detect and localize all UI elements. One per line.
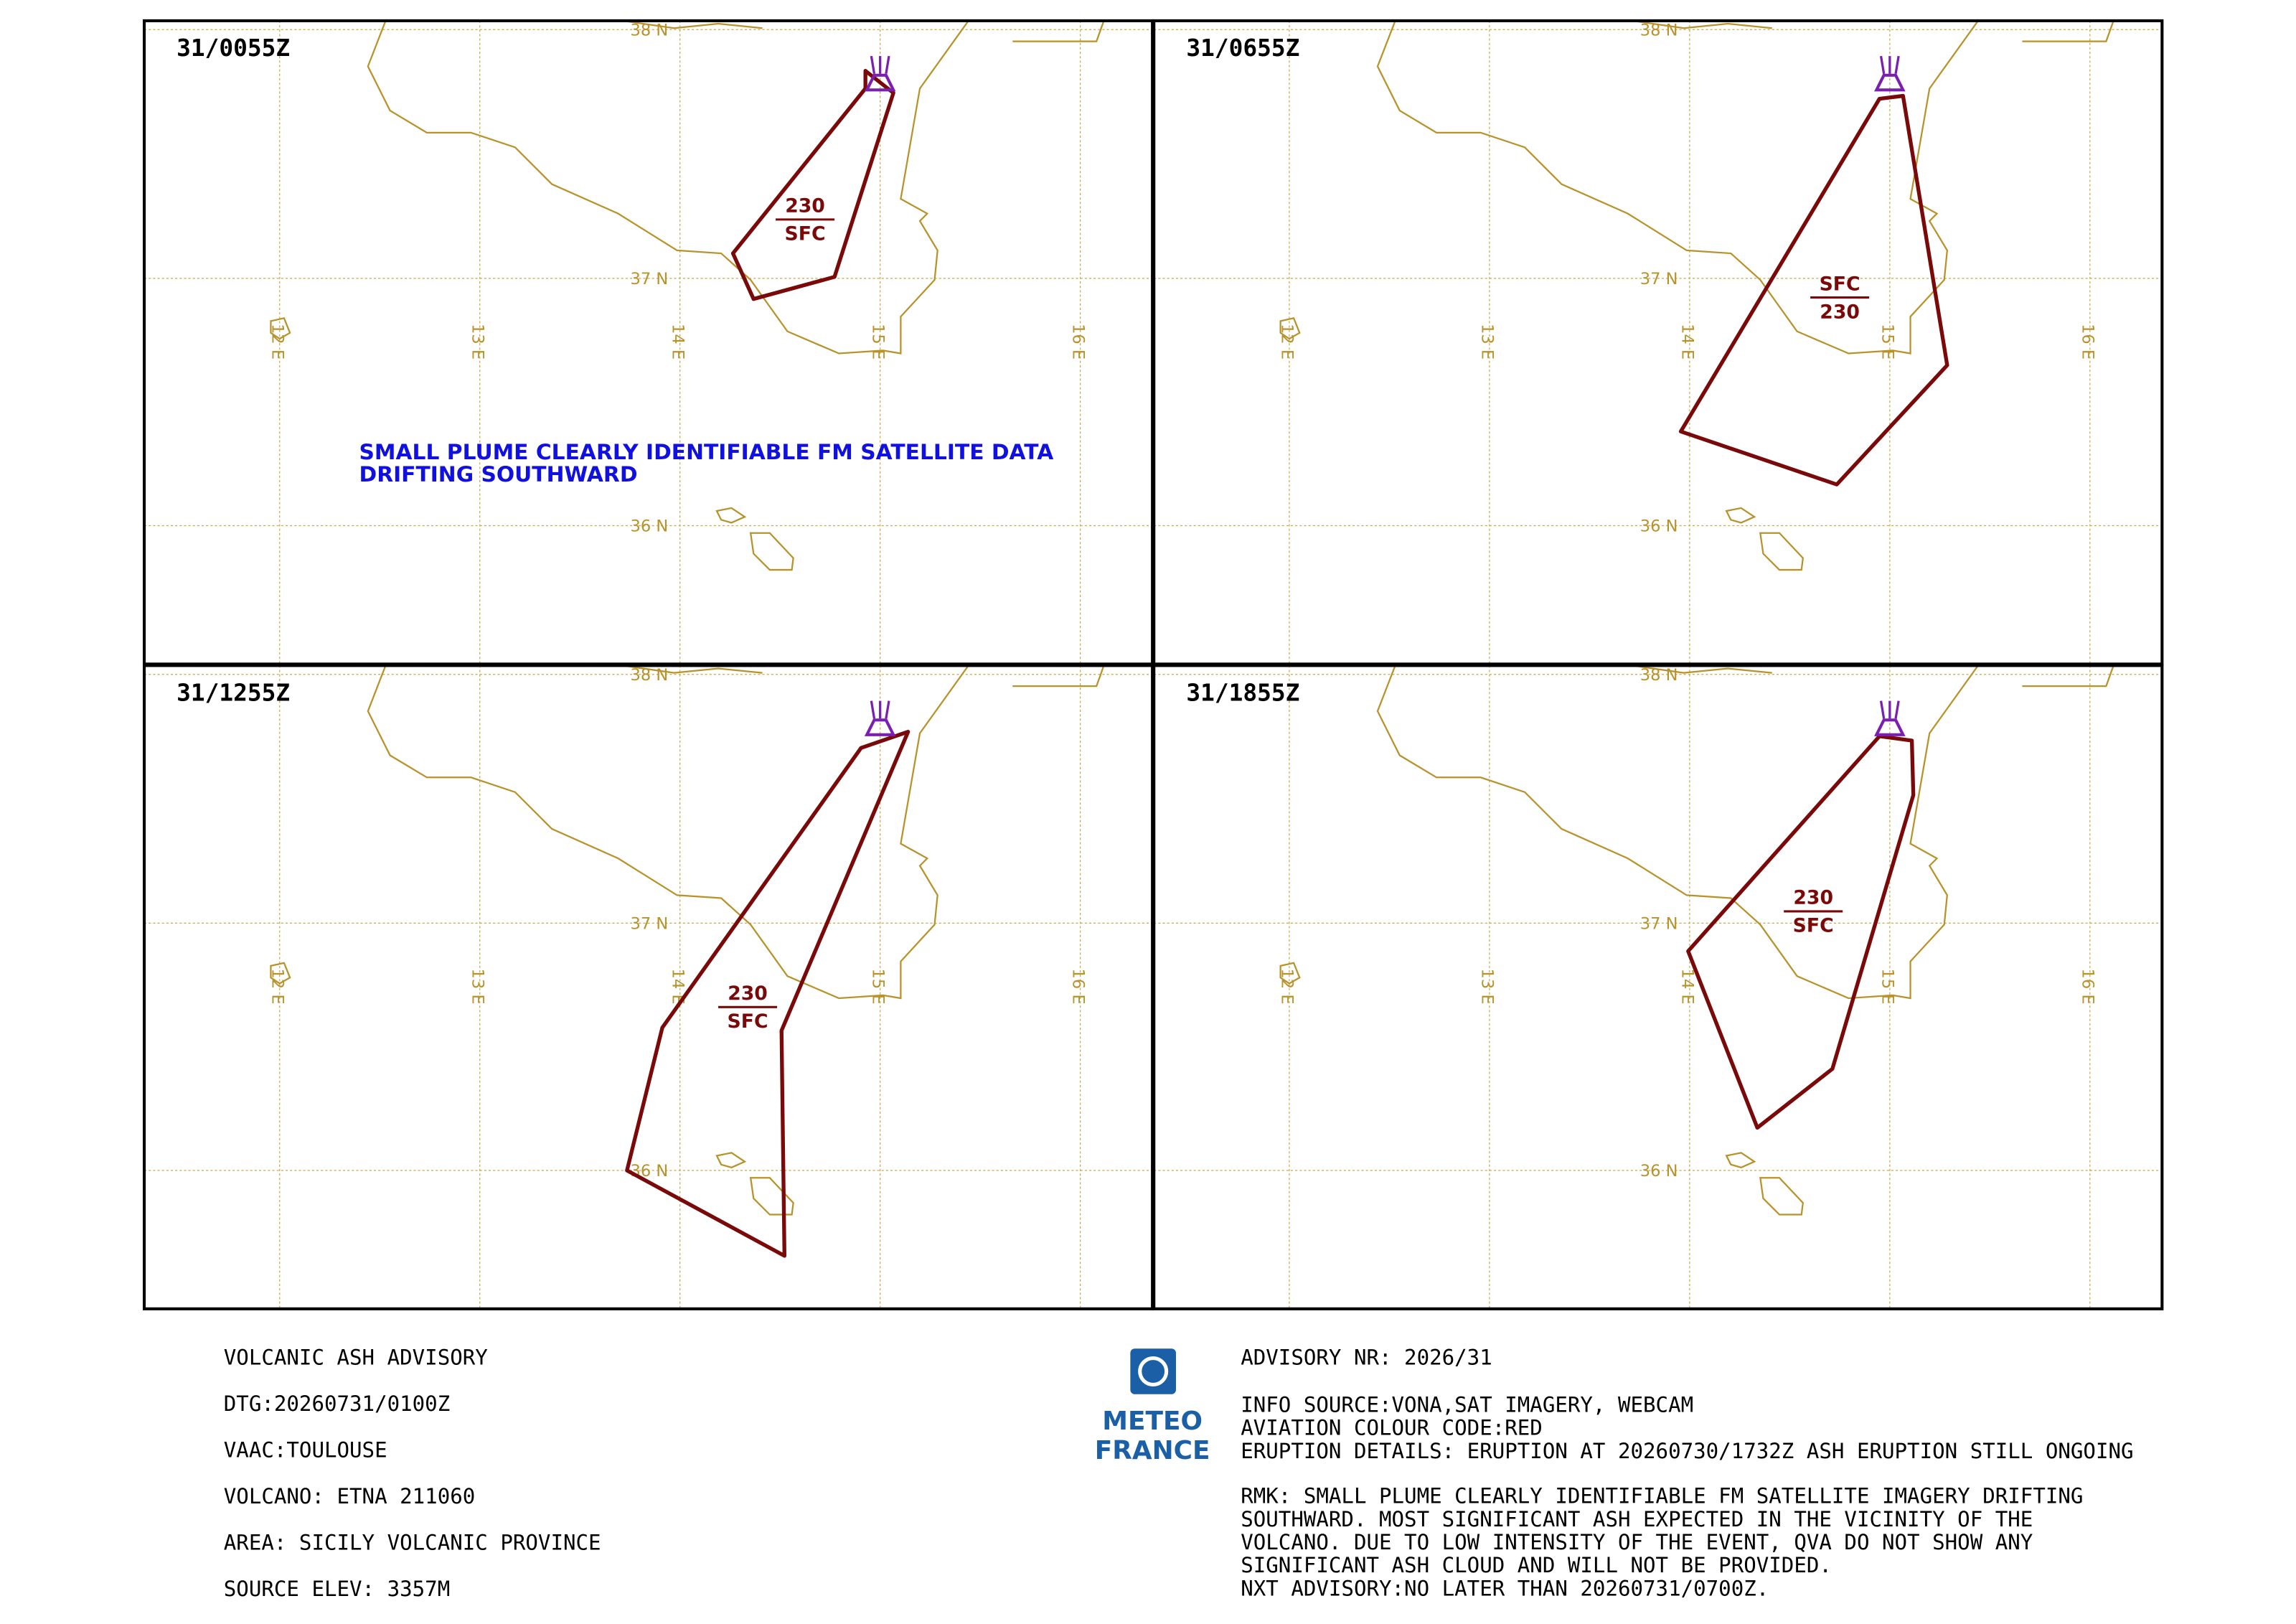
- lon-label: 16 E: [1068, 969, 1087, 1005]
- advisory-line: DTG:20260731/0100Z: [224, 1391, 450, 1416]
- lon-label: 15 E: [868, 324, 887, 360]
- panel-time: 31/1255Z: [177, 680, 290, 707]
- advisory-line: INFO SOURCE:VONA,SAT IMAGERY, WEBCAM: [1241, 1392, 1693, 1417]
- flight-level-upper: SFC: [1820, 273, 1860, 295]
- lat-label: 37 N: [1640, 915, 1678, 934]
- coastline: [1279, 20, 2114, 571]
- logo-mark: [1130, 1348, 1176, 1394]
- lon-label: 16 E: [2079, 969, 2097, 1005]
- lat-label: 36 N: [631, 1162, 669, 1181]
- volcano-cone: [864, 718, 896, 736]
- logo-symbol: [1138, 1356, 1169, 1387]
- coastline: [1279, 665, 2114, 1216]
- advisory-line: AVIATION COLOUR CODE:RED: [1241, 1416, 1543, 1440]
- advisory-line: SIGNIFICANT ASH CLOUD AND WILL NOT BE PR…: [1241, 1553, 1832, 1577]
- panel-note: DRIFTING SOUTHWARD: [359, 462, 638, 487]
- ash-plume: [1678, 93, 1949, 487]
- volcano-cone: [864, 73, 896, 92]
- ash-plume: [730, 69, 895, 301]
- lon-label: 13 E: [468, 324, 486, 360]
- lon-label: 14 E: [1678, 969, 1697, 1005]
- lat-label: 36 N: [1640, 1162, 1678, 1181]
- advisory-line: ADVISORY NR: 2026/31: [1241, 1346, 1492, 1370]
- panel-border: [142, 19, 1154, 666]
- advisory-line: NXT ADVISORY:NO LATER THAN 20260731/0700…: [1241, 1576, 1769, 1600]
- lon-label: 14 E: [668, 324, 687, 360]
- lat-label: 37 N: [631, 915, 669, 934]
- logo-text: FRANCE: [1095, 1436, 1210, 1465]
- lat-label: 36 N: [631, 517, 669, 536]
- panel-time: 31/0055Z: [177, 34, 290, 62]
- panel-note: SMALL PLUME CLEARLY IDENTIFIABLE FM SATE…: [359, 440, 1054, 465]
- lon-label: 13 E: [468, 969, 486, 1005]
- volcano-cone: [1874, 73, 1906, 92]
- lon-label: 13 E: [1478, 324, 1497, 360]
- lon-label: 15 E: [1878, 969, 1897, 1005]
- panel-border: [1152, 664, 2164, 1310]
- map-content: 12 E 13 E 14 E 15 E 16 E38 N37 N36 N230SFCSM…: [144, 20, 1153, 665]
- lon-label: 14 E: [1678, 324, 1697, 360]
- coastline: [270, 20, 1105, 571]
- advisory-line: AREA: SICILY VOLCANIC PROVINCE: [224, 1530, 601, 1554]
- panel-time: 31/1855Z: [1186, 680, 1299, 707]
- panel-border: [142, 664, 1154, 1310]
- volcano-plume-lines: [870, 700, 890, 719]
- ash-plume: [1686, 734, 1916, 1130]
- lat-label: 37 N: [1640, 270, 1678, 288]
- advisory-line: RMK: SMALL PLUME CLEARLY IDENTIFIABLE FM…: [1241, 1484, 2083, 1508]
- lon-label: 15 E: [1878, 324, 1897, 360]
- advisory-line: VOLCANO: ETNA 211060: [224, 1484, 476, 1508]
- panel-border: [1152, 19, 2164, 666]
- lon-label: 13 E: [1478, 969, 1497, 1005]
- flight-level-upper: 230: [728, 982, 768, 1005]
- volcano-icon: [1874, 700, 1906, 736]
- logo-text: METEO: [1102, 1407, 1203, 1436]
- panel-time: 31/0655Z: [1186, 34, 1299, 62]
- volcano-icon: [1874, 55, 1906, 92]
- flight-level-upper: 230: [1793, 887, 1833, 909]
- lon-label: 15 E: [868, 969, 887, 1005]
- volcano-icon: [864, 700, 896, 736]
- volcano-icon: [864, 55, 896, 92]
- flight-level-upper: 230: [785, 195, 825, 217]
- lon-label: 16 E: [1068, 324, 1087, 360]
- map-panel: 12 E 13 E 14 E 15 E 16 E38 N37 N36 N230SFC31…: [142, 664, 1154, 1310]
- advisory-line: SOUTHWARD. MOST SIGNIFICANT ASH EXPECTED…: [1241, 1507, 2033, 1531]
- advisory-line: VAAC:TOULOUSE: [224, 1438, 387, 1463]
- flight-level-lower: 230: [1820, 301, 1860, 323]
- coastline: [270, 665, 1105, 1216]
- advisory-line: SOURCE ELEV: 3357M: [224, 1577, 450, 1601]
- lon-label: 16 E: [2079, 324, 2097, 360]
- volcano-plume-lines: [1879, 700, 1900, 719]
- volcano-cone: [1874, 718, 1906, 736]
- advisory-line: VOLCANO. DUE TO LOW INTENSITY OF THE EVE…: [1241, 1530, 2033, 1554]
- advisory-line: VOLCANIC ASH ADVISORY: [224, 1346, 488, 1370]
- volcano-plume-lines: [870, 55, 890, 75]
- flight-level-lower: SFC: [1793, 915, 1834, 937]
- map-panel: 12 E 13 E 14 E 15 E 16 E38 N37 N36 N230SFC31…: [1152, 664, 2164, 1310]
- flight-level-lower: SFC: [785, 223, 826, 245]
- map-panel: 12 E 13 E 14 E 15 E 16 E38 N37 N36 N230SFCSM…: [142, 19, 1154, 666]
- map-panel: 12 E 13 E 14 E 15 E 16 E38 N37 N36 NSFC23031…: [1152, 19, 2164, 666]
- volcano-plume-lines: [1879, 55, 1900, 75]
- flight-level-lower: SFC: [728, 1010, 768, 1033]
- lat-label: 36 N: [1640, 517, 1678, 536]
- ash-plume: [625, 730, 911, 1258]
- advisory-line: ERUPTION DETAILS: ERUPTION AT 20260730/1…: [1241, 1439, 2133, 1463]
- lat-label: 37 N: [631, 270, 669, 288]
